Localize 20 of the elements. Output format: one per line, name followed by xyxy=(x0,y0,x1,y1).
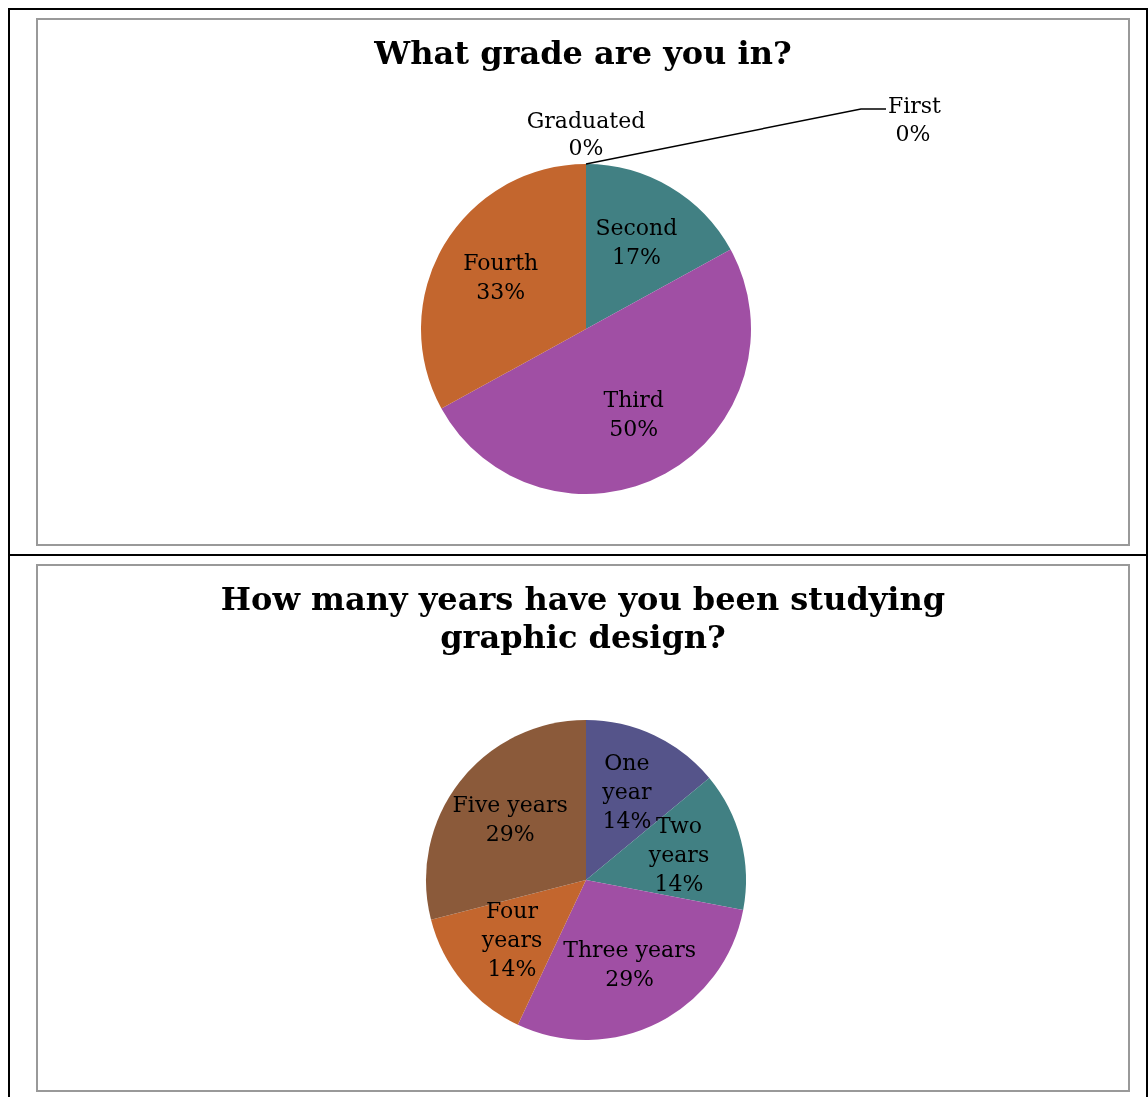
data-label: 29% xyxy=(485,821,535,847)
data-label: 50% xyxy=(609,415,659,441)
data-label: 29% xyxy=(605,965,655,991)
chart-title: How many years have you been studying graphic design? xyxy=(219,580,947,656)
data-label: 17% xyxy=(611,244,661,270)
slice-label: Third xyxy=(603,386,664,412)
data-label: 14% xyxy=(487,955,537,981)
category-label: Graduated xyxy=(526,107,646,133)
text: 0% xyxy=(895,120,931,146)
slice-label: Five years xyxy=(452,792,568,818)
text: 0% xyxy=(568,134,604,160)
data-label: 14% xyxy=(654,870,704,896)
slice-label: One year xyxy=(601,749,652,804)
category-label: First xyxy=(888,92,941,118)
slice-label: Second xyxy=(595,215,678,241)
slice-label: Fourth xyxy=(463,249,539,275)
chart-title: What grade are you in? xyxy=(373,34,793,72)
data-label: 33% xyxy=(476,278,526,304)
slice-label: Three years xyxy=(563,936,696,962)
slice-label: Four years xyxy=(480,897,543,952)
